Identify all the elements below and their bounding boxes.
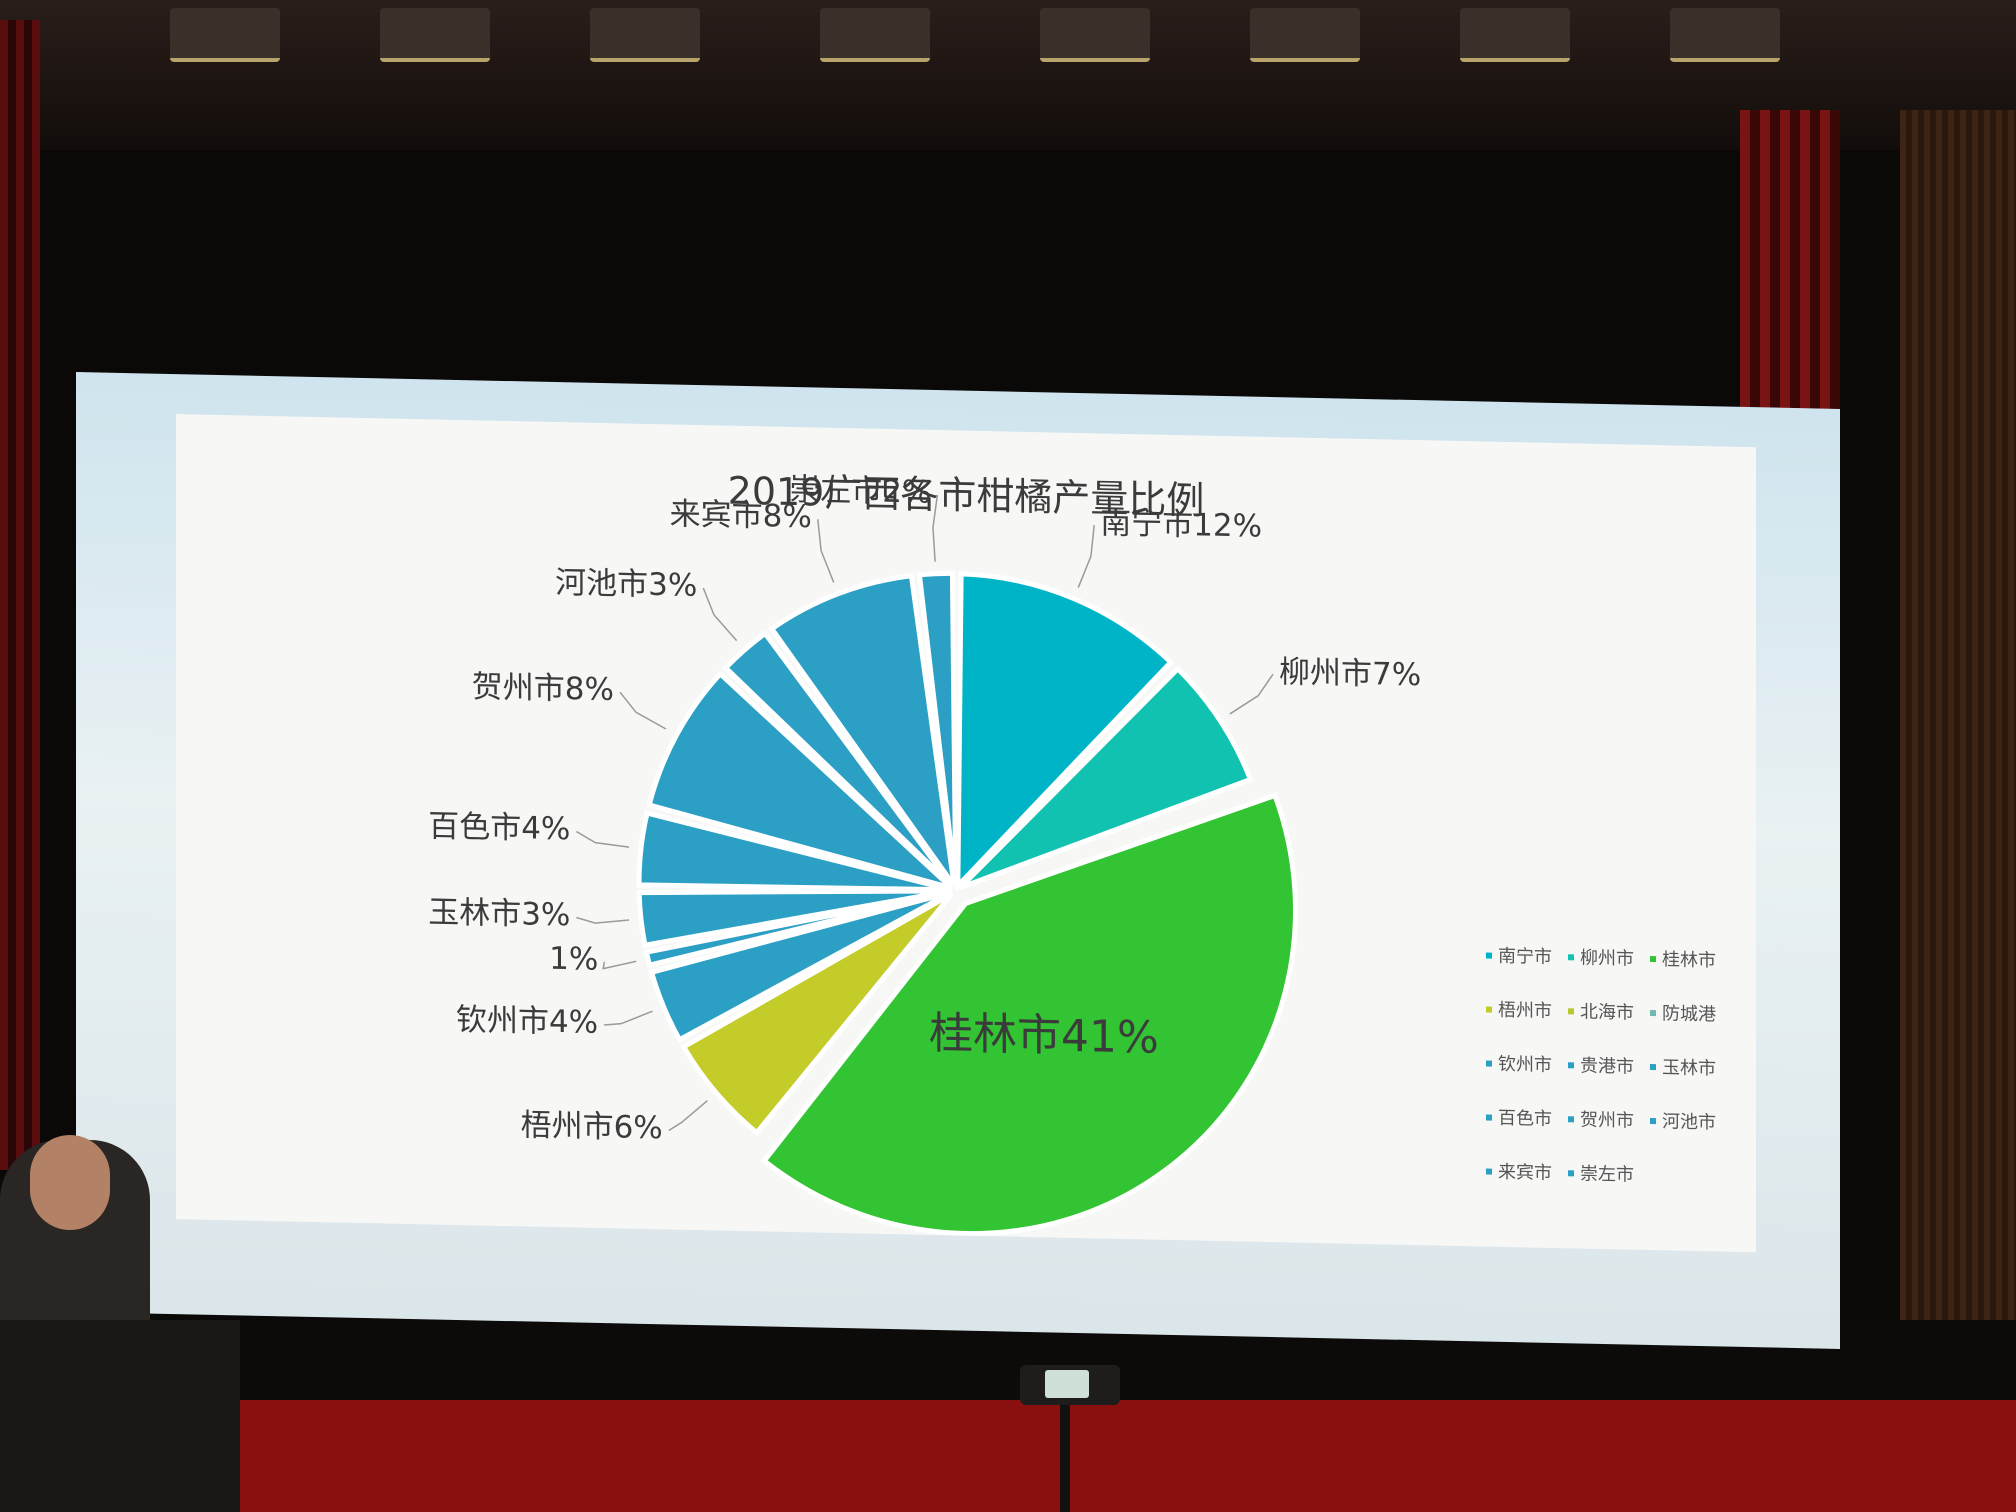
- legend-swatch-9: [1486, 1114, 1492, 1121]
- legend-swatch-1: [1568, 954, 1574, 961]
- data-label-9: 百色市4%: [428, 808, 570, 847]
- podium: [0, 1320, 240, 1512]
- legend-swatch-7: [1568, 1062, 1574, 1069]
- data-label-6: 钦州市4%: [456, 1002, 598, 1041]
- ceiling-light: [820, 8, 930, 62]
- presenter-head: [30, 1135, 110, 1230]
- leader-line-6: [604, 1010, 653, 1026]
- legend-entry-4: 北海市: [1580, 1002, 1634, 1024]
- pie-slice-2: [760, 792, 1298, 1237]
- data-label-7: 1%: [549, 941, 598, 978]
- leader-line-0: [1077, 525, 1095, 588]
- legend-swatch-2: [1650, 955, 1656, 963]
- legend-swatch-12: [1486, 1168, 1492, 1175]
- legend-swatch-4: [1568, 1008, 1574, 1015]
- pie-slice-12: [768, 573, 957, 888]
- legend-entry-12: 来宾市: [1498, 1162, 1552, 1184]
- leader-line-12: [817, 519, 835, 583]
- legend-swatch-10: [1568, 1116, 1574, 1123]
- ceiling-light: [170, 8, 280, 62]
- wood-wall: [1900, 110, 2016, 1370]
- ceiling-light: [1250, 8, 1360, 62]
- pie-slice-13: [916, 570, 959, 886]
- pie-slice-9: [636, 809, 952, 893]
- data-label-3: 梧州市6%: [521, 1107, 663, 1146]
- data-label-2: 桂林市41%: [929, 1008, 1159, 1064]
- legend-entry-10: 贺州市: [1580, 1110, 1634, 1132]
- curtain-right: [1740, 110, 1840, 440]
- legend-entry-13: 崇左市: [1580, 1164, 1634, 1186]
- legend-swatch-11: [1650, 1117, 1656, 1125]
- pie-slice-0: [955, 571, 1175, 893]
- chart-title: 2019广西各市柑橘产量比例: [728, 469, 1205, 523]
- leader-line-8: [576, 916, 630, 924]
- pie-slice-10: [646, 670, 954, 891]
- pie-slice-8: [636, 888, 952, 949]
- projection-screen: 2019广西各市柑橘产量比例 南宁市12% 柳州市7% 桂林市41% 梧州市6% 钦州市…: [76, 372, 1840, 1349]
- pie-slice-3: [680, 891, 955, 1137]
- leader-line-3: [668, 1100, 708, 1132]
- pie-slice-6: [648, 889, 953, 1044]
- curtain-left: [0, 20, 40, 1170]
- ceiling: [0, 0, 2016, 150]
- tripod: [1060, 1405, 1070, 1512]
- leader-line-1: [1229, 673, 1274, 715]
- pie-slices: [636, 570, 1298, 1237]
- data-label-12: 来宾市8%: [670, 496, 812, 535]
- pie-slice-11: [722, 629, 955, 889]
- ceiling-light: [1040, 8, 1150, 62]
- legend-swatch-5: [1650, 1009, 1656, 1017]
- legend-swatch-13: [1568, 1170, 1574, 1177]
- device-screen: [1045, 1370, 1089, 1398]
- ceiling-light: [380, 8, 490, 62]
- legend-entry-3: 梧州市: [1498, 1000, 1552, 1022]
- legend-swatch-0: [1486, 952, 1492, 959]
- leader-lines: [576, 494, 1274, 1132]
- ceiling-light: [1670, 8, 1780, 62]
- data-label-0: 南宁市12%: [1100, 505, 1262, 544]
- legend-swatch-3: [1486, 1006, 1492, 1013]
- data-label-8: 玉林市3%: [428, 894, 570, 933]
- legend-entry-8: 玉林市: [1662, 1057, 1716, 1079]
- legend-entry-7: 贵港市: [1580, 1056, 1634, 1078]
- legend-entry-9: 百色市: [1498, 1108, 1552, 1130]
- stage-floor: [0, 1400, 2016, 1512]
- leader-line-10: [619, 691, 667, 730]
- data-label-11: 河池市3%: [555, 565, 697, 604]
- data-label-1: 柳州市7%: [1279, 654, 1421, 693]
- legend-entry-2: 桂林市: [1662, 949, 1716, 971]
- leader-line-7: [602, 960, 637, 970]
- legend-entry-11: 河池市: [1662, 1111, 1716, 1133]
- leader-line-9: [576, 830, 630, 848]
- pie-slice-7: [643, 889, 952, 969]
- slide: 2019广西各市柑橘产量比例 南宁市12% 柳州市7% 桂林市41% 梧州市6% 钦州市…: [176, 414, 1756, 1253]
- legend-swatch-6: [1486, 1060, 1492, 1067]
- data-label-10: 贺州市8%: [472, 669, 614, 708]
- ceiling-light: [590, 8, 700, 62]
- legend-entry-1: 柳州市: [1580, 948, 1634, 970]
- leader-line-11: [702, 587, 738, 642]
- legend-entry-0: 南宁市: [1498, 946, 1552, 968]
- ceiling-light: [1460, 8, 1570, 62]
- legend-entry-5: 防城港: [1662, 1003, 1716, 1025]
- legend-entry-6: 钦州市: [1498, 1054, 1552, 1076]
- pie-chart: 2019广西各市柑橘产量比例 南宁市12% 柳州市7% 桂林市41% 梧州市6% 钦州市…: [428, 469, 1716, 1237]
- leader-line-13: [932, 494, 939, 562]
- pie-slice-1: [958, 665, 1254, 891]
- data-labels: 南宁市12% 柳州市7% 桂林市41% 梧州市6% 钦州市4% 1% 玉林市3% 百色市4% 贺…: [428, 472, 1421, 1147]
- data-label-13: 崇左市2%: [789, 472, 931, 511]
- legend-swatch-8: [1650, 1063, 1656, 1071]
